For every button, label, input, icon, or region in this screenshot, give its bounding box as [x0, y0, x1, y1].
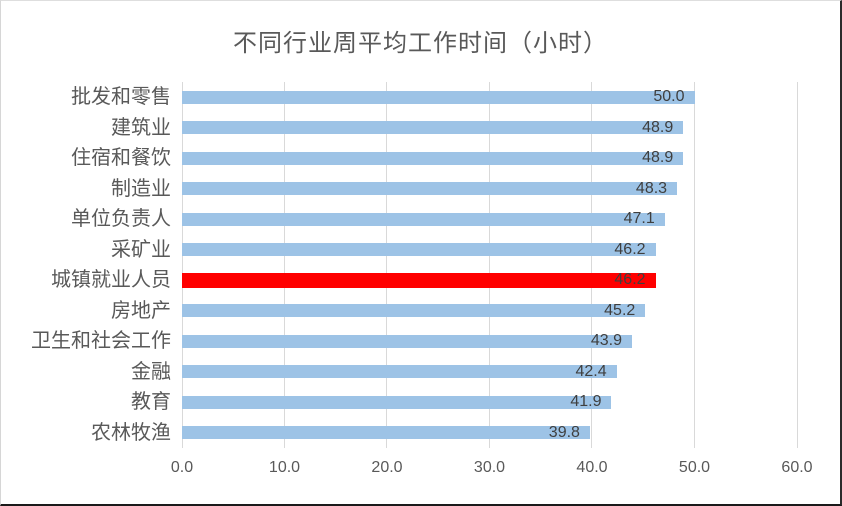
x-axis-tick: 60.0: [781, 459, 813, 476]
bar: 48.9: [182, 149, 684, 167]
bar: 42.4: [182, 362, 617, 380]
gridline: [386, 82, 388, 448]
chart-row: 住宿和餐饮 48.9: [71, 143, 797, 174]
value-label: 42.4: [575, 362, 607, 380]
bar: 43.9: [182, 332, 632, 350]
category-label: 卫生和社会工作: [31, 330, 171, 353]
category-label: 制造业: [111, 177, 171, 200]
value-label: 47.1: [623, 210, 655, 228]
chart-row: 农林牧渔 39.8: [91, 418, 797, 449]
bar: 45.2: [182, 301, 646, 319]
x-axis: 0.0 10.0 20.0 30.0 40.0 50.0 60.0: [171, 459, 813, 481]
value-label: 48.9: [642, 149, 674, 167]
category-label: 批发和零售: [71, 86, 171, 109]
value-label: 46.2: [614, 271, 646, 289]
chart-row: 卫生和社会工作 43.9: [31, 326, 797, 357]
category-label: 单位负责人: [71, 208, 171, 231]
value-label: 39.8: [548, 423, 580, 441]
value-label: 46.2: [614, 240, 646, 258]
gridline: [591, 82, 593, 448]
x-axis-tick: 50.0: [678, 459, 711, 476]
bar: 47.1: [182, 210, 665, 228]
category-label: 采矿业: [111, 238, 171, 261]
category-label: 住宿和餐饮: [71, 147, 171, 170]
value-label: 48.3: [635, 179, 668, 197]
chart-row: 城镇就业人员 46.2: [51, 265, 797, 296]
gridline: [796, 82, 798, 448]
gridline: [181, 82, 183, 448]
value-label: 48.9: [642, 118, 674, 136]
bar: 41.9: [182, 393, 612, 411]
category-label: 教育: [131, 391, 171, 414]
chart-row: 金融 42.4: [131, 357, 797, 388]
bar: 46.2: [182, 240, 656, 258]
chart-row: 单位负责人 47.1: [71, 204, 797, 235]
chart-row: 房地产 45.2: [111, 296, 797, 327]
bar: 48.3: [182, 179, 678, 197]
chart-row: 建筑业 48.9: [111, 113, 797, 144]
plot-area: 批发和零售 50.0 建筑业 48.9 住宿和餐饮 48.9 制造业 48.3 单位负责人 47.…: [31, 82, 798, 449]
x-axis-tick: 0.0: [170, 459, 194, 476]
highlight-bar: 46.2: [182, 271, 656, 289]
value-label: 41.9: [570, 393, 602, 411]
chart-row: 制造业 48.3: [111, 174, 797, 205]
chart-row: 教育 41.9: [131, 387, 797, 418]
value-label: 43.9: [590, 332, 622, 350]
gridline: [489, 82, 490, 448]
chart-row: 批发和零售 50.0: [71, 82, 797, 113]
value-label: 45.2: [604, 301, 636, 319]
category-label: 金融: [131, 360, 171, 383]
x-axis-tick: 20.0: [371, 459, 403, 476]
category-label: 农林牧渔: [91, 421, 171, 444]
x-axis-tick: 30.0: [473, 459, 506, 476]
x-axis-tick: 10.0: [268, 459, 301, 476]
gridline: [283, 82, 285, 448]
chart-title: 不同行业周平均工作时间（小时）: [233, 30, 608, 57]
category-label: 建筑业: [111, 116, 171, 139]
bar: 50.0: [182, 88, 695, 106]
x-axis-tick: 40.0: [576, 459, 608, 476]
chart-row: 采矿业 46.2: [111, 235, 797, 266]
value-label: 50.0: [653, 88, 685, 106]
gridline: [694, 82, 695, 448]
category-label: 房地产: [111, 299, 171, 322]
category-label: 城镇就业人员: [51, 269, 171, 292]
bar: 39.8: [182, 423, 590, 441]
bar: 48.9: [182, 118, 684, 136]
